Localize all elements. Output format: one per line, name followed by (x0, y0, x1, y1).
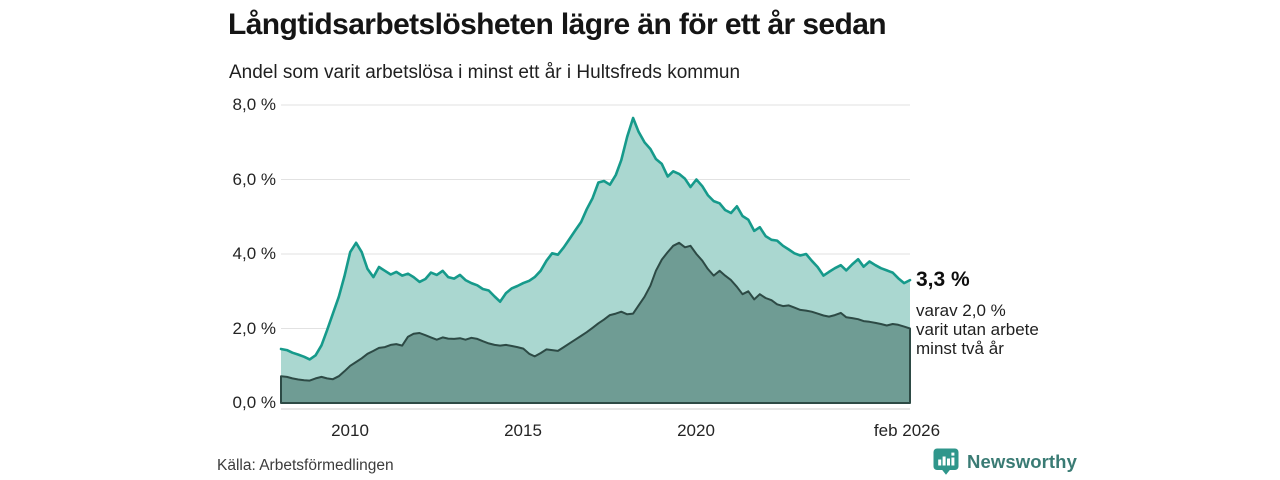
chart-title: Långtidsarbetslösheten lägre än för ett … (228, 8, 887, 41)
newsworthy-wordmark: Newsworthy (967, 451, 1077, 472)
x-axis-tick-label: feb 2026 (873, 421, 941, 440)
newsworthy-brand: Newsworthy (933, 448, 1077, 476)
annotation-line: varit utan arbete (916, 320, 1039, 339)
y-axis-tick-label: 4,0 % (232, 244, 276, 263)
x-axis-tick-label: 2010 (331, 421, 369, 440)
x-axis-tick-label: 2020 (677, 421, 715, 440)
line-unemployed-one-year (279, 116, 912, 361)
area-unemployed-two-years (280, 241, 911, 404)
annotation-detail: varav 2,0 % varit utan arbete minst två … (916, 301, 1039, 358)
annotation-line: varav 2,0 % (916, 301, 1006, 320)
latest-value-annotation: 3,3 % (916, 268, 970, 291)
y-axis-tick-label: 6,0 % (232, 169, 276, 189)
chart-subtitle: Andel som varit arbetslösa i minst ett å… (229, 62, 741, 83)
y-axis-tick-label: 2,0 % (232, 318, 276, 338)
y-axis-tick-label: 8,0 % (232, 95, 276, 114)
newsworthy-logo-icon (933, 448, 959, 475)
annotation-line: minst två år (916, 339, 1004, 358)
y-axis-tick-label: 0,0 % (232, 393, 276, 412)
x-axis-tick-label: 2015 (504, 421, 542, 440)
source-label: Källa: Arbetsförmedlingen (217, 457, 394, 474)
